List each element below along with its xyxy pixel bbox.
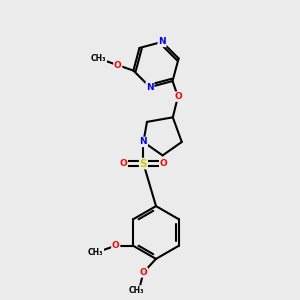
Text: CH₃: CH₃ bbox=[91, 54, 106, 63]
Text: O: O bbox=[119, 159, 127, 168]
Text: CH₃: CH₃ bbox=[88, 248, 103, 257]
Text: CH₃: CH₃ bbox=[129, 286, 145, 295]
Text: O: O bbox=[174, 92, 182, 101]
Text: N: N bbox=[140, 137, 147, 146]
Text: N: N bbox=[146, 82, 154, 91]
Text: O: O bbox=[140, 268, 147, 277]
Text: O: O bbox=[112, 241, 120, 250]
Text: S: S bbox=[140, 159, 147, 169]
Text: O: O bbox=[160, 159, 167, 168]
Text: O: O bbox=[114, 61, 122, 70]
Text: N: N bbox=[158, 38, 166, 46]
